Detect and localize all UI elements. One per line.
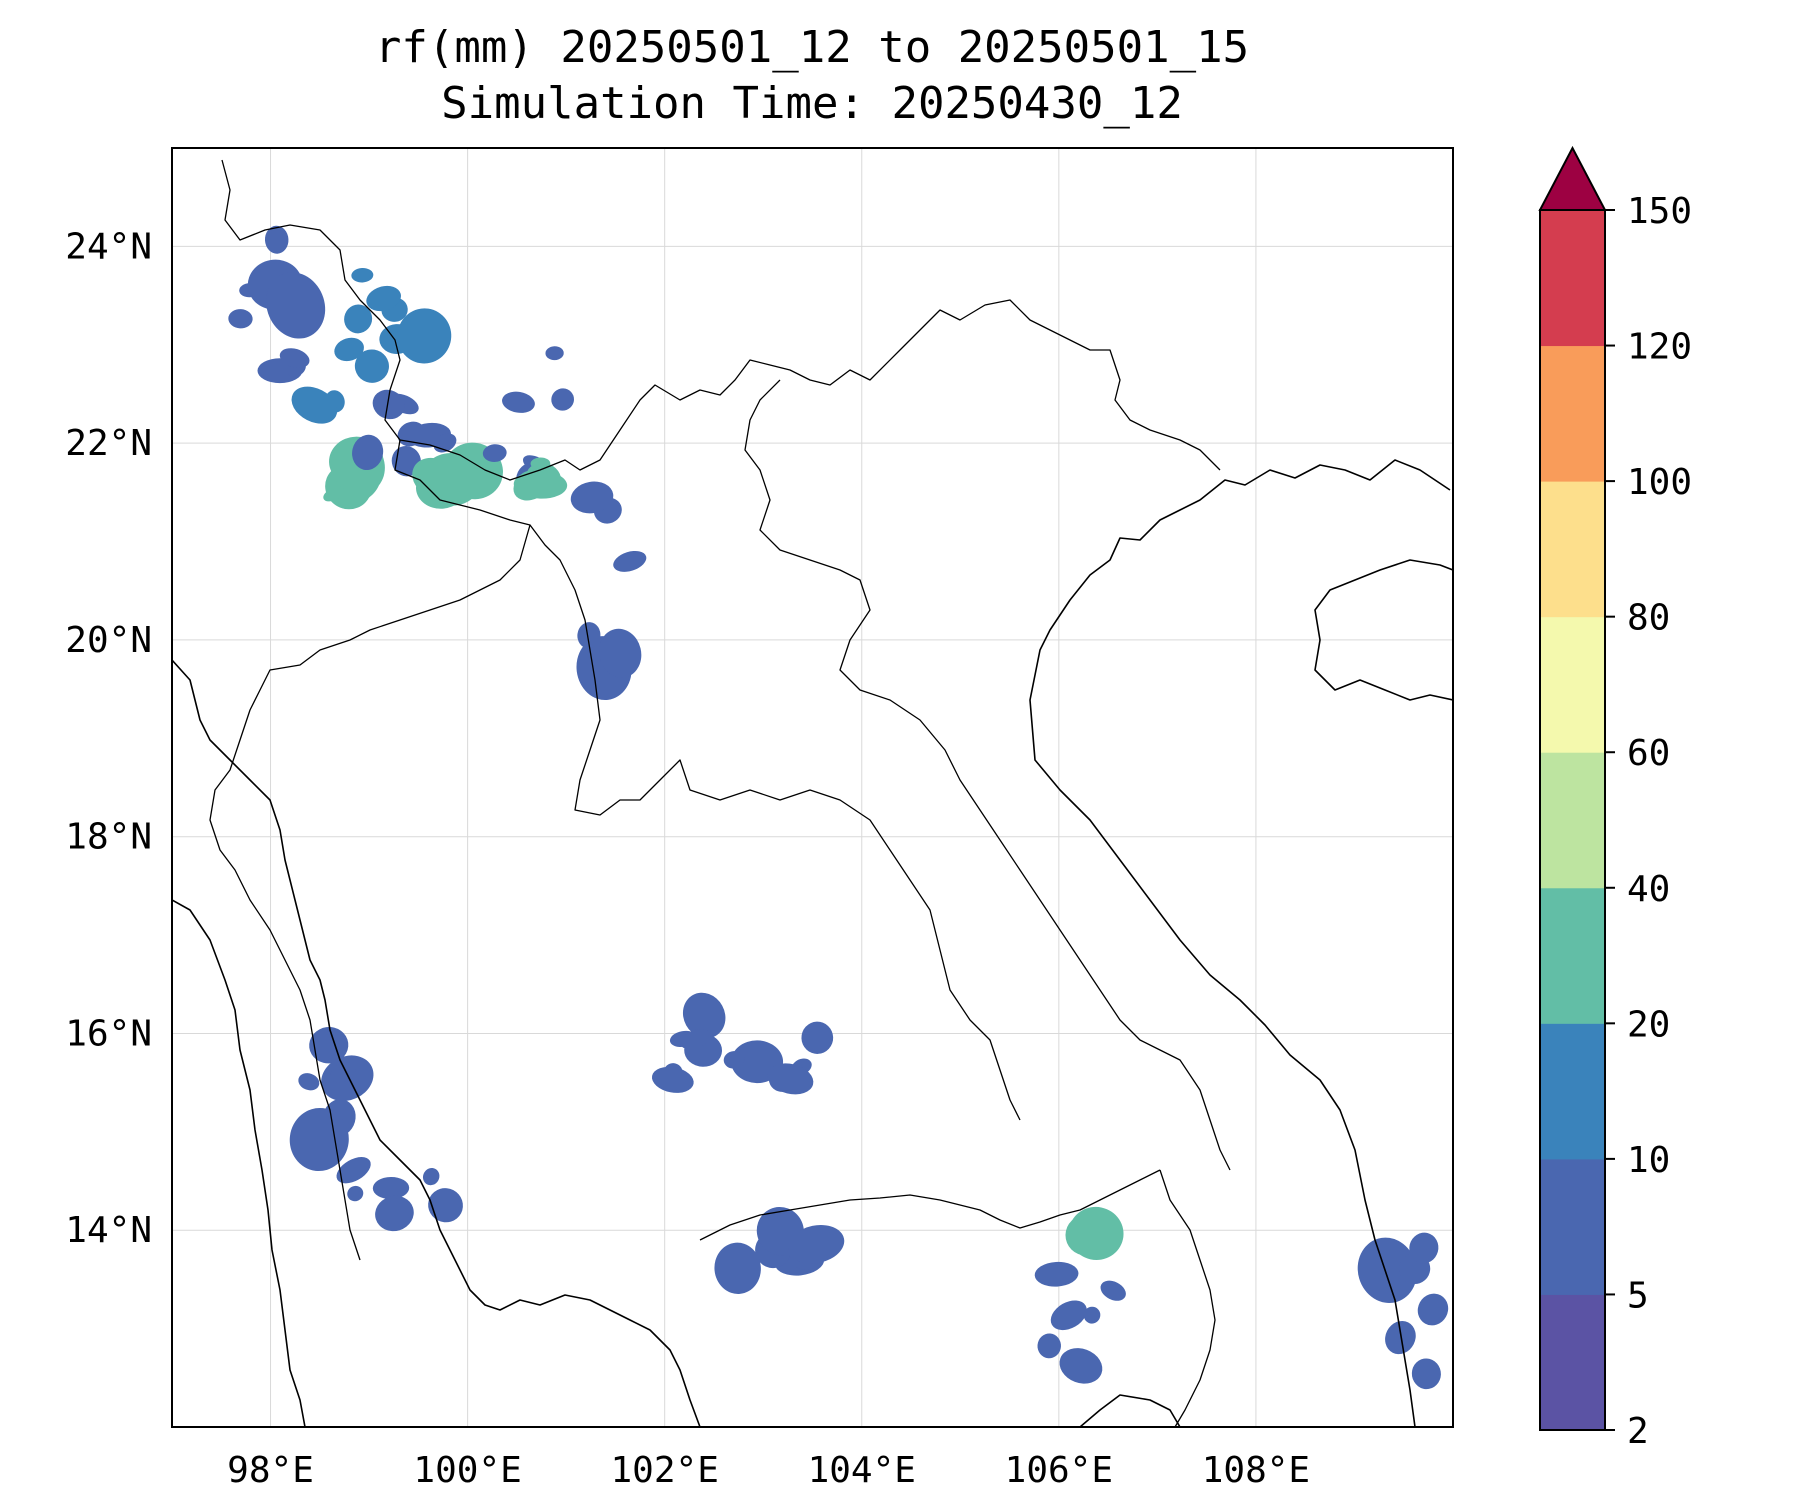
lon-tick-label: 106°E [1005, 1450, 1113, 1491]
title-line-1: rf(mm) 20250501_12 to 20250501_15 [375, 22, 1249, 73]
colorbar-label: 20 [1627, 1004, 1670, 1045]
longitude-tick-labels: 98°E 100°E 102°E 104°E 106°E 108°E [227, 1450, 1310, 1491]
colorbar-segment [1540, 888, 1605, 1024]
colorbar-segment [1540, 617, 1605, 753]
lat-tick-label: 18°N [65, 817, 152, 858]
lat-tick-label: 16°N [65, 1013, 152, 1054]
lat-tick-label: 22°N [65, 423, 152, 464]
colorbar-labels: 2 5 10 20 40 60 80 100 120 150 [1605, 191, 1692, 1452]
colorbar-label: 5 [1627, 1275, 1649, 1316]
title-line-2: Simulation Time: 20250430_12 [441, 78, 1183, 129]
map-panel: 98°E 100°E 102°E 104°E 106°E 108°E 14°N 16°N 18… [65, 148, 1454, 1491]
colorbar: 2 5 10 20 40 60 80 100 120 150 [1540, 148, 1692, 1452]
colorbar-segment [1540, 752, 1605, 888]
colorbar-segment [1540, 1159, 1605, 1295]
colorbar-segment [1540, 210, 1605, 346]
rainfall-cell [517, 471, 543, 498]
lon-tick-label: 102°E [611, 1450, 719, 1491]
lat-tick-label: 24°N [65, 226, 152, 267]
lon-tick-label: 98°E [227, 1450, 314, 1491]
colorbar-segment [1540, 346, 1605, 482]
colorbar-label: 10 [1627, 1140, 1670, 1181]
colorbar-segment [1540, 481, 1605, 617]
colorbar-label: 2 [1627, 1411, 1649, 1452]
colorbar-label: 120 [1627, 327, 1692, 368]
colorbar-label: 60 [1627, 733, 1670, 774]
lon-tick-label: 100°E [413, 1450, 521, 1491]
colorbar-segment [1540, 1294, 1605, 1430]
colorbar-label: 80 [1627, 598, 1670, 639]
colorbar-segments [1540, 148, 1605, 1431]
colorbar-label: 150 [1627, 191, 1692, 232]
lat-tick-label: 14°N [65, 1210, 152, 1251]
lat-tick-label: 20°N [65, 620, 152, 661]
colorbar-extend-arrow [1540, 148, 1605, 210]
lon-tick-label: 108°E [1202, 1450, 1310, 1491]
colorbar-label: 100 [1627, 462, 1692, 503]
colorbar-segment [1540, 1023, 1605, 1159]
lon-tick-label: 104°E [808, 1450, 916, 1491]
colorbar-label: 40 [1627, 869, 1670, 910]
latitude-tick-labels: 14°N 16°N 18°N 20°N 22°N 24°N [65, 226, 152, 1251]
